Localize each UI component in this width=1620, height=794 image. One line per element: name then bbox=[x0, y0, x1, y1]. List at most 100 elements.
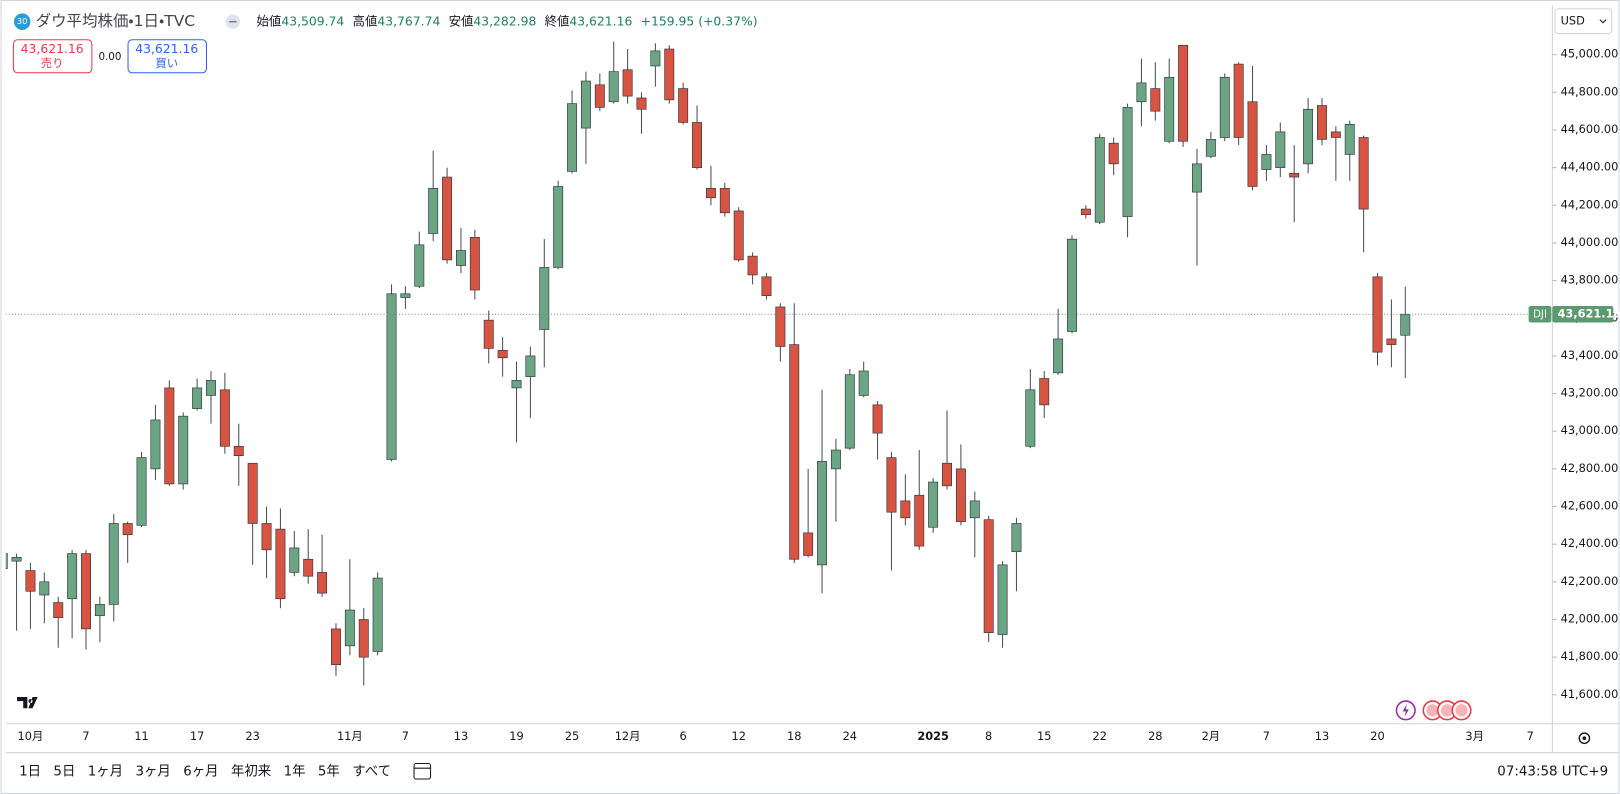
candle-body bbox=[192, 387, 203, 409]
range-button[interactable]: 1ヶ月 bbox=[88, 764, 123, 779]
candle-body bbox=[1358, 137, 1369, 210]
last-price-label: 43,621.16 bbox=[1558, 306, 1620, 320]
sell-button[interactable] bbox=[12, 39, 93, 74]
ohlc-value: 43,621.16 bbox=[569, 13, 632, 28]
candle-body bbox=[1233, 63, 1244, 138]
range-button[interactable]: 1年 bbox=[284, 763, 306, 779]
candle-body bbox=[150, 419, 161, 470]
ohlc-value: 43,767.74 bbox=[377, 13, 440, 28]
plot-area bbox=[5, 41, 1553, 686]
candle-body bbox=[400, 293, 411, 298]
x-tick-label: 13 bbox=[1315, 729, 1329, 743]
flag-fill bbox=[1440, 704, 1454, 717]
candle-body bbox=[39, 581, 50, 596]
y-tick-label: 41,600.00 bbox=[1561, 687, 1619, 701]
y-tick-label: 44,000.00 bbox=[1561, 235, 1619, 249]
candle-body bbox=[692, 122, 702, 168]
candle-body bbox=[1400, 313, 1411, 336]
logo[interactable] bbox=[17, 696, 38, 709]
candle-body bbox=[567, 103, 578, 172]
y-tick-label: 43,800.00 bbox=[1561, 273, 1619, 287]
range-button[interactable]: 5日 bbox=[53, 764, 75, 779]
y-tick-label: 43,000.00 bbox=[1561, 423, 1619, 437]
candle-body bbox=[469, 236, 480, 291]
range-button[interactable]: 1日 bbox=[19, 764, 41, 779]
x-tick-label: 22 bbox=[1093, 729, 1107, 743]
range-button[interactable]: 年初来 bbox=[231, 763, 271, 779]
candle-body bbox=[650, 50, 661, 67]
range-button[interactable]: 3ヶ月 bbox=[135, 764, 170, 779]
currency-button[interactable] bbox=[1554, 8, 1613, 35]
candle-body bbox=[414, 244, 425, 287]
currency: USD bbox=[1561, 14, 1586, 28]
buy-price: 43,621.16 bbox=[135, 41, 198, 56]
candle-body bbox=[942, 462, 952, 487]
date-range-button[interactable] bbox=[413, 763, 432, 780]
candle-body bbox=[497, 349, 508, 359]
candle-body bbox=[261, 523, 272, 551]
candle-body bbox=[1122, 107, 1133, 217]
candle-body bbox=[1275, 131, 1286, 168]
candle-body bbox=[858, 370, 869, 396]
candle-body bbox=[872, 404, 883, 434]
buy-button[interactable] bbox=[127, 39, 208, 74]
candle-body bbox=[1261, 154, 1272, 170]
y-tick-label: 44,800.00 bbox=[1561, 84, 1619, 98]
settings-button[interactable] bbox=[1578, 732, 1591, 745]
candle-body bbox=[747, 255, 758, 276]
candle-body bbox=[1330, 131, 1341, 138]
candle-body bbox=[372, 577, 383, 652]
last-price-tag bbox=[1552, 306, 1614, 323]
range-button[interactable]: 5年 bbox=[318, 763, 340, 779]
candle-body bbox=[761, 276, 772, 296]
candle-body bbox=[219, 389, 230, 447]
x-tick-label: 11 bbox=[134, 729, 148, 743]
candle-body bbox=[122, 523, 133, 536]
candle-body bbox=[1067, 238, 1077, 332]
symbol-tag bbox=[1528, 306, 1552, 323]
candle-body bbox=[1317, 105, 1327, 140]
y-tick-label: 42,400.00 bbox=[1561, 536, 1619, 550]
x-tick-label: 28 bbox=[1148, 729, 1162, 743]
x-tick-label: 2025 bbox=[917, 729, 949, 743]
candle-body bbox=[386, 293, 397, 460]
range-button[interactable]: 6ヶ月 bbox=[183, 764, 218, 779]
candle-body bbox=[178, 415, 189, 485]
candle-body bbox=[775, 306, 786, 347]
x-tick-label: 23 bbox=[245, 729, 259, 743]
candle-body bbox=[608, 71, 619, 103]
candle-body bbox=[997, 564, 1008, 635]
y-tick-label: 44,600.00 bbox=[1561, 122, 1619, 136]
flag-fill bbox=[1426, 704, 1439, 717]
y-tick-label: 43,200.00 bbox=[1561, 386, 1619, 400]
candle-body bbox=[844, 374, 855, 449]
settings-dot bbox=[1582, 736, 1587, 741]
candle-body bbox=[580, 80, 591, 129]
x-tick-label: 13 bbox=[454, 729, 468, 743]
range-button[interactable]: すべて bbox=[352, 763, 391, 779]
clock[interactable]: 07:43:58 UTC+9 bbox=[1497, 764, 1608, 779]
candle-body bbox=[1205, 139, 1216, 157]
x-tick-label: 7 bbox=[402, 729, 409, 743]
ohlc-label: 終値 bbox=[545, 13, 570, 28]
candle-body bbox=[1386, 338, 1397, 345]
candle-body bbox=[1289, 172, 1300, 178]
candle-body bbox=[67, 553, 78, 600]
candle-body bbox=[1094, 137, 1105, 223]
ohlc-value: 43,282.98 bbox=[473, 13, 536, 28]
flag-icons[interactable] bbox=[1422, 700, 1472, 721]
candle-body bbox=[525, 355, 536, 377]
candle-body bbox=[1080, 208, 1091, 216]
candle-body bbox=[25, 570, 36, 592]
x-tick-label: 12月 bbox=[615, 729, 641, 743]
candle-body bbox=[94, 604, 105, 617]
candle-body bbox=[955, 468, 966, 522]
candle-body bbox=[442, 176, 453, 261]
candle-body bbox=[622, 69, 633, 97]
candle-body bbox=[289, 547, 300, 573]
sell-price: 43,621.16 bbox=[21, 41, 84, 56]
range-selector: 1日 5日 1ヶ月 3ヶ月 6ヶ月 年初来 1年 5年 すべて bbox=[19, 763, 391, 779]
symbol-title[interactable]: ダウ平均株価・1日・TVC bbox=[36, 12, 195, 30]
candle-body bbox=[428, 188, 439, 234]
